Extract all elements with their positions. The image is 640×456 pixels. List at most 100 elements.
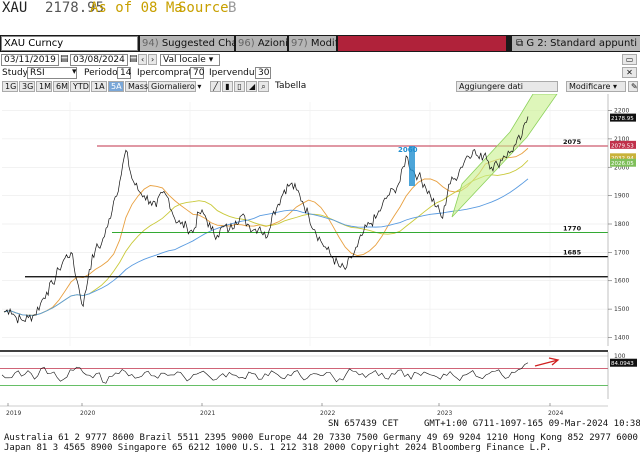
oversold-field[interactable]: 30	[255, 67, 271, 79]
ma-long-line	[3, 178, 529, 316]
range-5a[interactable]: 5A	[108, 81, 124, 92]
candle-chart-icon[interactable]: ▯	[234, 81, 245, 92]
calendar-icon[interactable]: ▤	[129, 54, 138, 64]
edit-number: 97)	[291, 38, 308, 49]
chart-background	[0, 94, 640, 424]
close-study-button[interactable]: ✕	[622, 67, 637, 78]
calendar-icon[interactable]: ▤	[60, 54, 69, 64]
price-series	[3, 116, 529, 324]
time-axis-label: 2022	[320, 410, 335, 417]
start-date-field[interactable]: 03/11/2019	[1, 54, 59, 66]
axis-tick-label: 1900	[614, 193, 629, 200]
edit-pencil-icon[interactable]: ✎	[628, 81, 638, 92]
gmt-timestamp: GMT+1:00 G711-1097-165 09-Mar-2024 10:38	[424, 419, 640, 429]
chevron-down-icon[interactable]: ▾	[72, 67, 77, 77]
suggested-label: Suggested Charts	[161, 38, 251, 49]
last-price: 2178.95	[45, 0, 105, 16]
as-of-text: As of 08 Ma	[90, 0, 183, 16]
g2-label: G 2: Standard appunti	[526, 38, 638, 49]
price-label-text: 2079.53	[611, 143, 634, 149]
copy-icon: ⧉	[516, 38, 524, 49]
toolbar-red-field[interactable]	[338, 36, 506, 51]
chart-grid	[2, 102, 608, 346]
g2-standard-button[interactable]: ⧉ G 2: Standard appunti	[512, 36, 640, 51]
axis-tick-label: 2000	[614, 164, 629, 171]
range-max[interactable]: Mass	[125, 81, 148, 92]
range-1g[interactable]: 1G	[2, 81, 18, 92]
support-resistance-lines: 2075 1770 1685	[25, 138, 608, 278]
add-data-button[interactable]: Aggiungere dati	[456, 81, 558, 92]
red-arrow-icon	[534, 357, 560, 367]
period-field[interactable]: 14	[117, 67, 131, 79]
modify-label: Modificare	[569, 82, 611, 91]
uptrend-channel	[451, 94, 558, 218]
axis-tick-label: 1700	[614, 249, 629, 256]
time-axis-label: 2023	[437, 410, 452, 417]
level-label: 1685	[563, 249, 582, 257]
security-input[interactable]: XAU Curncy	[1, 36, 138, 51]
edit-menu-button[interactable]: 97) Modif ▾	[289, 36, 346, 51]
axis-tick-label: 1800	[614, 221, 629, 228]
serial-number: SN 657439 CET	[328, 419, 399, 429]
price-chart[interactable]: 2075 1770 1685 2060 1400 1500 1600 1700 1800 19…	[0, 94, 640, 424]
table-button[interactable]: Tabella	[275, 81, 307, 91]
area-chart-icon[interactable]: ◢	[246, 81, 257, 92]
frequency-value: Giornaliero	[151, 82, 195, 91]
contact-line-1: Australia 61 2 9777 8600 Brazil 5511 239…	[4, 433, 638, 443]
level-label: 1770	[563, 225, 582, 233]
prev-period-button[interactable]: ‹	[138, 54, 147, 65]
contact-line-2: Japan 81 3 4565 8900 Singapore 65 6212 1…	[4, 443, 552, 453]
time-axis-label: 2024	[548, 410, 563, 417]
time-axis: 2019 2020 2021 2022 2023 2024	[0, 403, 608, 417]
price-label-box	[610, 153, 636, 162]
range-6m[interactable]: 6M	[53, 81, 69, 92]
line-chart-icon[interactable]: ╱	[210, 81, 221, 92]
currency-select[interactable]: Val locale ▾	[160, 54, 220, 66]
range-3g[interactable]: 3G	[19, 81, 35, 92]
currency-value: Val locale	[163, 55, 206, 65]
edit-label: Modif	[310, 38, 339, 49]
level-label: 2075	[563, 138, 582, 146]
price-label-box	[610, 113, 636, 122]
end-date-field[interactable]: 03/08/2024	[70, 54, 128, 66]
axis-tick-label: 2100	[614, 136, 629, 143]
price-label-box	[610, 158, 636, 167]
ticker-symbol: XAU	[2, 0, 28, 16]
actions-menu-button[interactable]: 96) Azioni ▾	[236, 36, 296, 51]
time-axis-label: 2019	[6, 410, 21, 417]
breakout-marker	[409, 146, 415, 186]
rsi-value-box	[610, 358, 637, 367]
study-value: RSI	[30, 68, 45, 78]
axis-tick-label: 1500	[614, 306, 629, 313]
price-line	[3, 116, 529, 324]
price-label-box	[610, 140, 636, 149]
range-1m[interactable]: 1M	[36, 81, 52, 92]
rsi-value-text: 84.0943	[611, 361, 634, 367]
range-1a[interactable]: 1A	[91, 81, 107, 92]
annotation-2060: 2060	[398, 146, 418, 154]
bar-chart-icon[interactable]: ▮	[222, 81, 233, 92]
study-select[interactable]: RSI	[27, 67, 77, 79]
ma-short-line	[3, 147, 529, 316]
next-period-button[interactable]: ›	[148, 54, 157, 65]
oversold-label: Ipervenduto	[209, 68, 264, 78]
axis-tick-label: 2200	[614, 108, 629, 115]
overbought-field[interactable]: 70	[190, 67, 204, 79]
chart-options-button[interactable]: ▭	[622, 54, 637, 65]
frequency-select[interactable]: Giornaliero ▾	[148, 81, 201, 92]
axis-tick-label: 1600	[614, 278, 629, 285]
title-bar	[0, 0, 640, 20]
period-label: Periodo	[84, 68, 118, 78]
zoom-icon[interactable]: ⌕	[258, 81, 269, 92]
actions-label: Azioni	[257, 38, 288, 49]
modify-menu-button[interactable]: Modificare ▾	[566, 81, 626, 92]
axis-tick-label: 1400	[614, 334, 629, 341]
time-axis-label: 2020	[80, 410, 95, 417]
range-ytd[interactable]: YTD	[70, 81, 90, 92]
actions-number: 96)	[238, 38, 255, 49]
price-label-text: 2026.05	[611, 161, 634, 167]
suggested-charts-button[interactable]: 94) Suggested Charts	[140, 36, 251, 51]
rsi-line	[1, 362, 529, 384]
